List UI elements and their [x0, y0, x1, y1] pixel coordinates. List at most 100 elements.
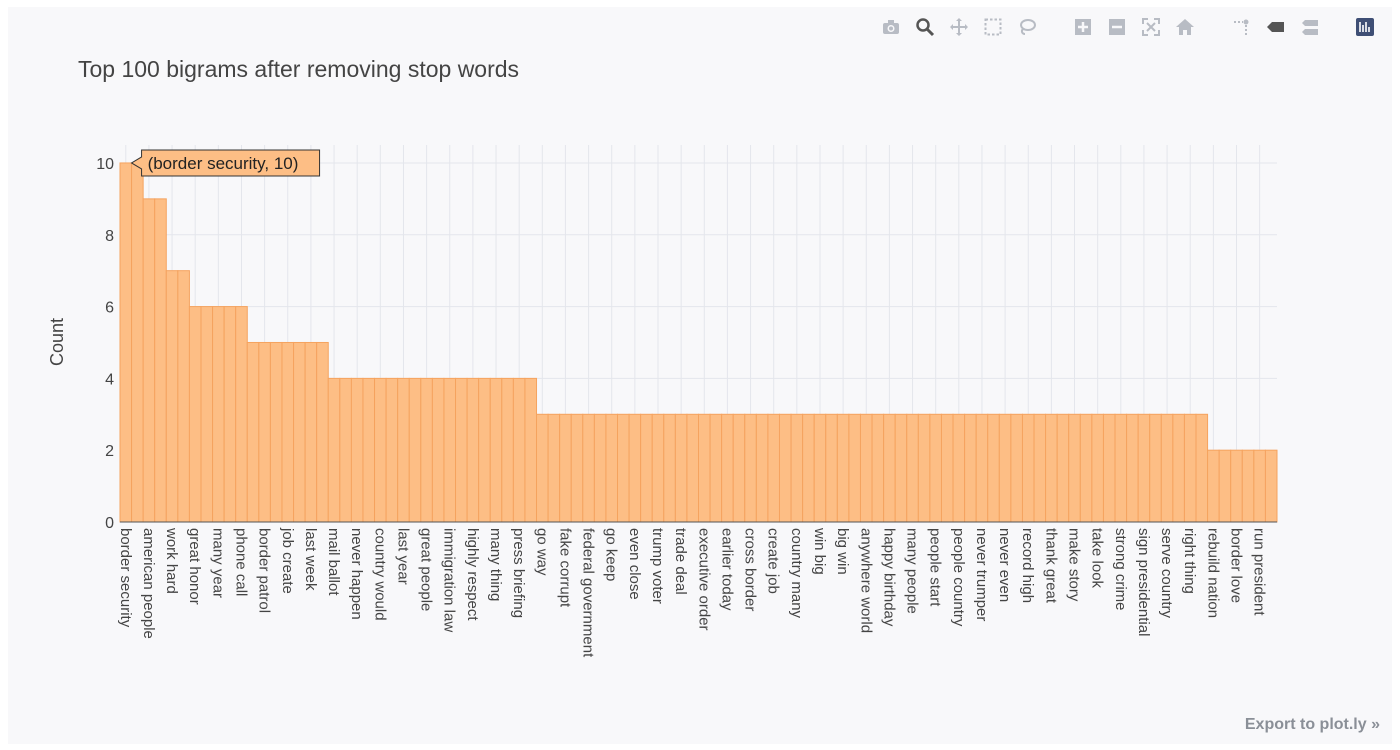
bar[interactable]: [119, 162, 133, 523]
bar[interactable]: [142, 198, 156, 523]
bar[interactable]: [952, 413, 966, 523]
bar[interactable]: [350, 377, 364, 523]
bar[interactable]: [258, 341, 271, 523]
pan-icon[interactable]: [948, 16, 970, 38]
bar[interactable]: [408, 377, 422, 523]
bar[interactable]: [755, 413, 769, 523]
bar[interactable]: [998, 413, 1012, 523]
bar[interactable]: [1149, 413, 1162, 523]
bar[interactable]: [709, 413, 723, 523]
bar[interactable]: [721, 413, 734, 523]
lasso-select-icon[interactable]: [1016, 16, 1038, 38]
bar[interactable]: [1137, 413, 1151, 523]
bar[interactable]: [212, 306, 225, 523]
bar[interactable]: [165, 270, 179, 523]
bar[interactable]: [131, 162, 144, 523]
bar[interactable]: [489, 377, 503, 523]
autoscale-icon[interactable]: [1140, 16, 1162, 38]
bar[interactable]: [177, 270, 190, 523]
bar[interactable]: [501, 377, 514, 523]
bar[interactable]: [883, 413, 896, 523]
plotly-logo-icon[interactable]: [1354, 16, 1376, 38]
spike-lines-icon[interactable]: [1230, 16, 1252, 38]
bar[interactable]: [1068, 413, 1081, 523]
bar[interactable]: [605, 413, 619, 523]
zoom-out-icon[interactable]: [1106, 16, 1128, 38]
bar[interactable]: [1056, 413, 1070, 523]
bar[interactable]: [813, 413, 827, 523]
bar[interactable]: [1021, 413, 1035, 523]
bar[interactable]: [1126, 413, 1139, 523]
bar[interactable]: [686, 413, 699, 523]
bar[interactable]: [917, 413, 931, 523]
bar[interactable]: [466, 377, 480, 523]
bar[interactable]: [1218, 449, 1232, 523]
bar[interactable]: [559, 413, 572, 523]
bar[interactable]: [455, 377, 468, 523]
bar[interactable]: [478, 377, 491, 523]
bar[interactable]: [825, 413, 838, 523]
bar[interactable]: [732, 413, 746, 523]
bar[interactable]: [778, 413, 792, 523]
bar[interactable]: [362, 377, 376, 523]
bar[interactable]: [327, 377, 341, 523]
bar[interactable]: [1207, 449, 1220, 523]
bar[interactable]: [397, 377, 410, 523]
bar[interactable]: [1033, 413, 1047, 523]
bar[interactable]: [154, 198, 167, 523]
reset-axes-icon[interactable]: [1174, 16, 1196, 38]
bar[interactable]: [836, 413, 850, 523]
bar[interactable]: [1195, 413, 1209, 523]
bar[interactable]: [663, 413, 676, 523]
bar[interactable]: [524, 377, 538, 523]
export-to-plotly-link[interactable]: Export to plot.ly »: [1244, 716, 1380, 733]
bar[interactable]: [374, 377, 387, 523]
bar[interactable]: [674, 413, 688, 523]
bar[interactable]: [570, 413, 584, 523]
bar[interactable]: [1241, 449, 1255, 523]
bars[interactable]: [119, 162, 1278, 523]
zoom-icon[interactable]: [914, 16, 936, 38]
bar[interactable]: [512, 377, 526, 523]
bar[interactable]: [859, 413, 873, 523]
bar[interactable]: [871, 413, 885, 523]
bar[interactable]: [975, 413, 989, 523]
bar[interactable]: [894, 413, 908, 523]
bar[interactable]: [1091, 413, 1104, 523]
bar[interactable]: [802, 413, 815, 523]
bar[interactable]: [1183, 413, 1197, 523]
bar[interactable]: [1264, 449, 1278, 523]
bar[interactable]: [443, 377, 457, 523]
bar[interactable]: [316, 341, 329, 523]
bar[interactable]: [1010, 413, 1023, 523]
bar[interactable]: [582, 413, 595, 523]
camera-icon[interactable]: [880, 16, 902, 38]
bar[interactable]: [1079, 413, 1093, 523]
bar[interactable]: [304, 341, 318, 523]
bar[interactable]: [593, 413, 607, 523]
bar[interactable]: [651, 413, 665, 523]
hover-compare-icon[interactable]: [1298, 16, 1320, 38]
bar[interactable]: [744, 413, 757, 523]
bar[interactable]: [188, 306, 202, 523]
bar[interactable]: [246, 341, 260, 523]
bar[interactable]: [1253, 449, 1266, 523]
bar[interactable]: [293, 341, 306, 523]
zoom-in-icon[interactable]: [1072, 16, 1094, 38]
bar[interactable]: [1045, 413, 1058, 523]
bar[interactable]: [1114, 413, 1128, 523]
bar[interactable]: [339, 377, 352, 523]
hover-closest-icon[interactable]: [1264, 16, 1286, 38]
bar[interactable]: [536, 413, 549, 523]
bar[interactable]: [929, 413, 942, 523]
bar[interactable]: [848, 413, 861, 523]
box-select-icon[interactable]: [982, 16, 1004, 38]
bar[interactable]: [431, 377, 445, 523]
bar[interactable]: [200, 306, 214, 523]
bar[interactable]: [420, 377, 433, 523]
bar[interactable]: [964, 413, 977, 523]
bar[interactable]: [1102, 413, 1116, 523]
bar[interactable]: [385, 377, 399, 523]
bar[interactable]: [269, 341, 283, 523]
bar[interactable]: [790, 413, 804, 523]
